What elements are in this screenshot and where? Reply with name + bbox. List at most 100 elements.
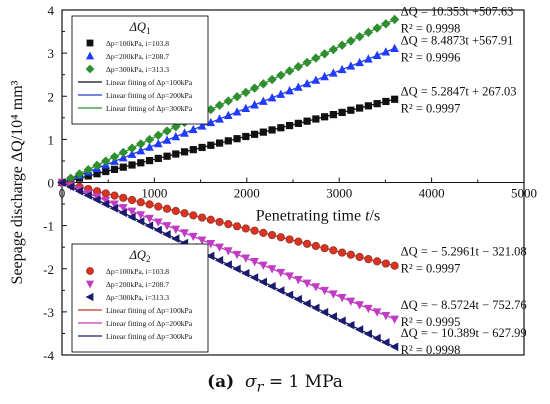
- data-point: [206, 215, 215, 224]
- data-point: [389, 14, 400, 25]
- legend-title: ΔQ1: [129, 20, 151, 36]
- data-point: [206, 104, 216, 115]
- data-point: [373, 100, 381, 108]
- data-point: [319, 49, 330, 59]
- fit-r-squared: R² = 0.9997: [401, 262, 461, 276]
- data-point: [101, 156, 111, 166]
- data-point: [136, 139, 146, 149]
- data-point: [241, 224, 250, 233]
- data-point: [232, 222, 242, 231]
- data-point: [232, 107, 242, 116]
- data-point: [215, 139, 224, 147]
- data-point: [249, 83, 260, 93]
- y-tick-label: -3: [43, 305, 54, 320]
- data-point: [162, 230, 171, 239]
- legend-marker: [85, 51, 95, 60]
- data-point: [224, 220, 233, 229]
- data-point: [328, 44, 339, 55]
- data-point: [118, 153, 128, 162]
- data-point: [188, 124, 198, 134]
- legend-marker: [85, 280, 95, 289]
- data-point: [293, 294, 302, 304]
- data-point: [83, 191, 92, 200]
- data-point: [224, 110, 233, 120]
- data-point: [337, 316, 346, 326]
- data-point: [180, 148, 189, 156]
- data-point: [389, 342, 399, 352]
- data-point: [145, 200, 154, 209]
- data-point: [364, 255, 373, 264]
- data-point: [144, 221, 154, 231]
- data-point: [346, 61, 356, 70]
- y-tick-label: 0: [48, 176, 55, 191]
- data-point: [320, 286, 329, 296]
- data-point: [381, 259, 390, 268]
- data-point: [320, 71, 329, 81]
- data-point: [224, 137, 232, 145]
- data-point: [268, 126, 276, 134]
- legend-entry: Linear fitting of Δp=200kPa: [106, 91, 193, 100]
- data-point: [346, 320, 355, 330]
- fit-r-squared: R² = 0.9998: [401, 21, 461, 35]
- data-point: [346, 250, 355, 259]
- data-point: [276, 268, 286, 278]
- data-point: [180, 229, 189, 238]
- data-points: [57, 14, 400, 352]
- data-point: [363, 329, 372, 339]
- data-point: [294, 276, 303, 285]
- data-point: [285, 121, 294, 130]
- x-tick-label: 2000: [234, 186, 260, 201]
- data-point: [153, 138, 163, 148]
- data-point: [162, 126, 172, 136]
- data-point: [101, 199, 110, 209]
- fit-equation: ΔQ = 10.353t +507.63: [401, 4, 514, 18]
- data-point: [127, 195, 137, 205]
- data-point: [337, 40, 347, 50]
- data-point: [284, 66, 295, 76]
- data-point: [171, 206, 180, 216]
- data-point: [311, 241, 320, 251]
- data-point: [145, 214, 154, 224]
- data-point: [285, 86, 294, 95]
- data-point: [118, 204, 128, 213]
- legend-marker: [85, 64, 95, 74]
- data-point: [372, 308, 382, 317]
- y-tick-label: 4: [48, 3, 55, 18]
- data-point: [329, 290, 338, 299]
- data-point: [171, 225, 181, 234]
- legend-entry: Δp=100kPa, i=103.8: [106, 39, 169, 48]
- data-point: [320, 244, 329, 253]
- data-point: [162, 135, 172, 144]
- data-point: [276, 233, 285, 242]
- data-point: [215, 114, 224, 123]
- data-point: [259, 96, 268, 105]
- data-point: [302, 279, 312, 288]
- y-tick-label: 3: [48, 46, 55, 61]
- data-point: [390, 261, 399, 270]
- data-point: [329, 111, 337, 119]
- data-point: [302, 57, 312, 68]
- legend-entry: Δp=200kPa, i=208.7: [106, 280, 169, 289]
- data-point: [101, 196, 111, 206]
- data-point: [189, 146, 197, 154]
- data-point: [390, 43, 399, 52]
- data-point: [92, 160, 102, 171]
- data-point: [162, 204, 172, 213]
- data-point: [277, 124, 285, 132]
- legend-box: [71, 243, 209, 353]
- data-point: [172, 150, 180, 158]
- data-point: [355, 301, 364, 310]
- legend-entry: Δp=200kPa, i=208.7: [106, 52, 169, 61]
- data-point: [354, 325, 364, 334]
- legend-dq1: ΔQ1 Δp=100kPa, i=103.8 Δp=200kPa, i=208.7 Δ…: [71, 15, 209, 125]
- data-point: [382, 97, 390, 106]
- data-point: [285, 272, 294, 281]
- x-tick-label: 1000: [141, 186, 167, 201]
- fit-r-squared: R² = 0.9997: [401, 101, 461, 115]
- data-point: [119, 163, 127, 171]
- data-point: [293, 61, 304, 72]
- y-tick-label: 2: [48, 89, 55, 104]
- data-point: [242, 132, 250, 141]
- legend-entry: Linear fitting of Δp=100kPa: [106, 306, 193, 315]
